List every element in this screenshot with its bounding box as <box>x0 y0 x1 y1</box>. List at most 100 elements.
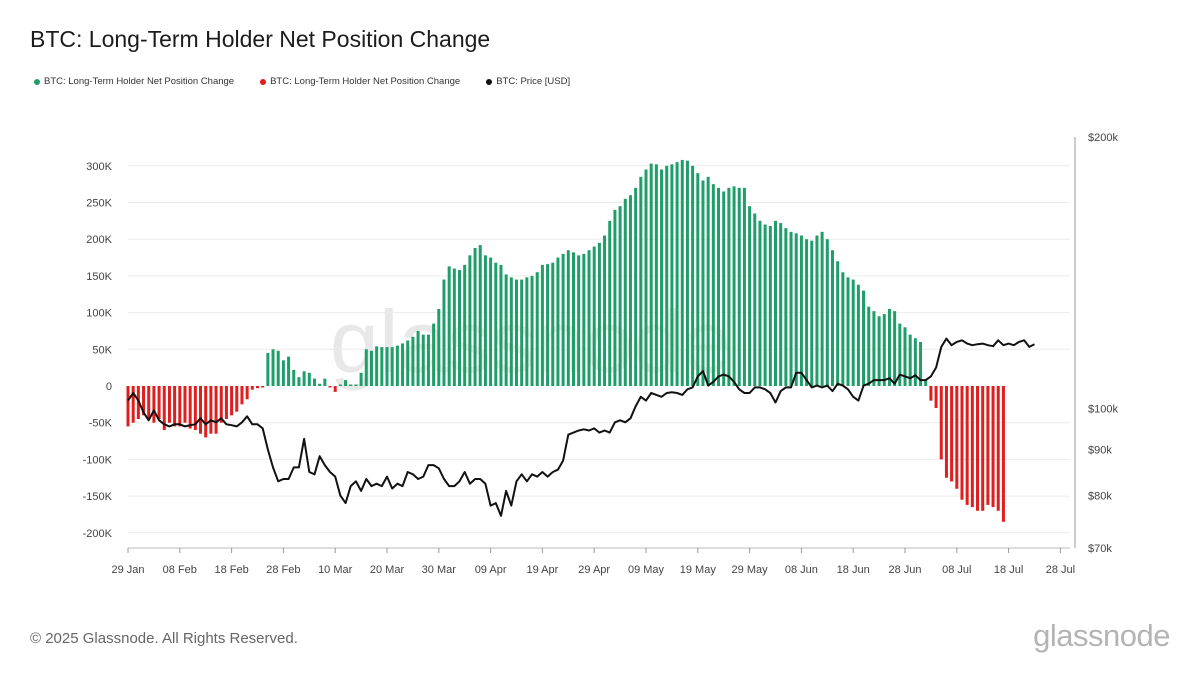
bar <box>271 349 275 386</box>
bar <box>965 386 969 505</box>
x-tick-label: 28 Feb <box>266 564 300 576</box>
glassnode-logo: glassnode <box>1033 618 1170 653</box>
bar <box>473 248 477 386</box>
bar <box>540 264 544 386</box>
bar <box>1001 386 1005 522</box>
bar <box>970 386 974 508</box>
bar <box>779 223 783 386</box>
bar <box>903 327 907 386</box>
bar <box>307 372 311 386</box>
bar <box>934 386 938 409</box>
bar <box>856 284 860 386</box>
copyright-footer: © 2025 Glassnode. All Rights Reserved. <box>30 630 298 647</box>
x-tick-label: 08 Jul <box>942 564 971 576</box>
bar <box>442 279 446 386</box>
bar <box>328 386 332 388</box>
legend-dot-green <box>34 78 40 85</box>
bar <box>613 209 617 386</box>
bar <box>230 386 234 416</box>
bar <box>758 220 762 386</box>
bar <box>287 356 291 386</box>
bar <box>302 371 306 386</box>
y-left-tick-label: -100K <box>83 454 113 466</box>
bar <box>504 274 508 386</box>
bar <box>685 160 689 386</box>
bar <box>364 349 368 386</box>
bar <box>421 334 425 386</box>
x-tick-label: 28 Jul <box>1046 564 1075 576</box>
bar <box>701 180 705 386</box>
bar <box>924 380 928 386</box>
price-line <box>127 337 1035 517</box>
bar <box>830 250 834 386</box>
y-left-tick-label: -150K <box>83 491 113 503</box>
x-tick-label: 09 Apr <box>475 564 507 576</box>
bar <box>929 386 933 401</box>
bar <box>665 165 669 386</box>
bar <box>597 242 601 386</box>
bar <box>991 386 995 508</box>
bar <box>825 239 829 386</box>
axes: 300K 250K 200K 150K 100K 50K 0 -50K -100K -150K -2… <box>83 132 1119 576</box>
bar <box>561 253 565 386</box>
bar <box>960 386 964 500</box>
bar <box>711 184 715 386</box>
x-tick-label: 19 May <box>680 564 717 576</box>
bar <box>722 191 726 386</box>
x-tick-label: 20 Mar <box>370 564 405 576</box>
bar <box>820 231 824 386</box>
bar <box>152 386 156 423</box>
bar <box>680 159 684 386</box>
bar <box>411 336 415 386</box>
bar <box>717 187 721 386</box>
price-line-series <box>127 337 1035 517</box>
bar <box>810 240 814 386</box>
y-right-tick-label: $90k <box>1088 445 1112 457</box>
bar <box>219 386 223 423</box>
bar <box>603 235 607 386</box>
bar <box>582 253 586 386</box>
bar <box>126 386 130 427</box>
bar <box>395 345 399 386</box>
bar <box>649 163 653 386</box>
bar <box>774 220 777 386</box>
bar <box>131 386 135 423</box>
x-tick-label: 18 Jun <box>837 564 870 576</box>
bar <box>483 255 487 386</box>
bar <box>639 176 643 386</box>
bar <box>199 386 203 434</box>
bar <box>478 245 482 386</box>
legend-dot-red <box>260 78 267 85</box>
bar <box>996 386 1000 511</box>
legend-item-lth-negative[interactable]: BTC: Long-Term Holder Net Position Chang… <box>260 76 460 87</box>
x-tick-label: 10 Mar <box>318 564 353 576</box>
bar <box>266 352 270 386</box>
bar <box>530 275 534 386</box>
bar <box>577 255 581 386</box>
y-left-tick-label: 50K <box>92 344 112 356</box>
bar <box>836 261 840 386</box>
bar <box>893 311 897 386</box>
bar <box>281 360 285 386</box>
bar <box>737 187 741 386</box>
bar <box>862 290 866 386</box>
bar <box>380 347 384 386</box>
bar <box>142 386 146 416</box>
bar <box>623 198 627 386</box>
bar <box>691 165 695 386</box>
legend-dot-black <box>486 78 493 85</box>
y-right-tick-label: $80k <box>1088 491 1112 503</box>
legend-label-lth-negative: BTC: Long-Term Holder Net Position Chang… <box>270 76 461 87</box>
legend-item-price[interactable]: BTC: Price [USD] <box>486 76 570 87</box>
bar <box>209 386 213 434</box>
y-left-tick-label: 100K <box>86 308 112 320</box>
y-left-tick-label: 0 <box>106 381 112 393</box>
bar <box>763 224 767 386</box>
bar <box>644 169 648 386</box>
legend-item-lth-positive[interactable]: BTC: Long-Term Holder Net Position Chang… <box>34 76 234 87</box>
bar <box>846 277 850 386</box>
bar <box>976 386 980 511</box>
bar <box>276 350 280 386</box>
bar <box>706 176 710 386</box>
x-tick-label: 28 Jun <box>888 564 921 576</box>
